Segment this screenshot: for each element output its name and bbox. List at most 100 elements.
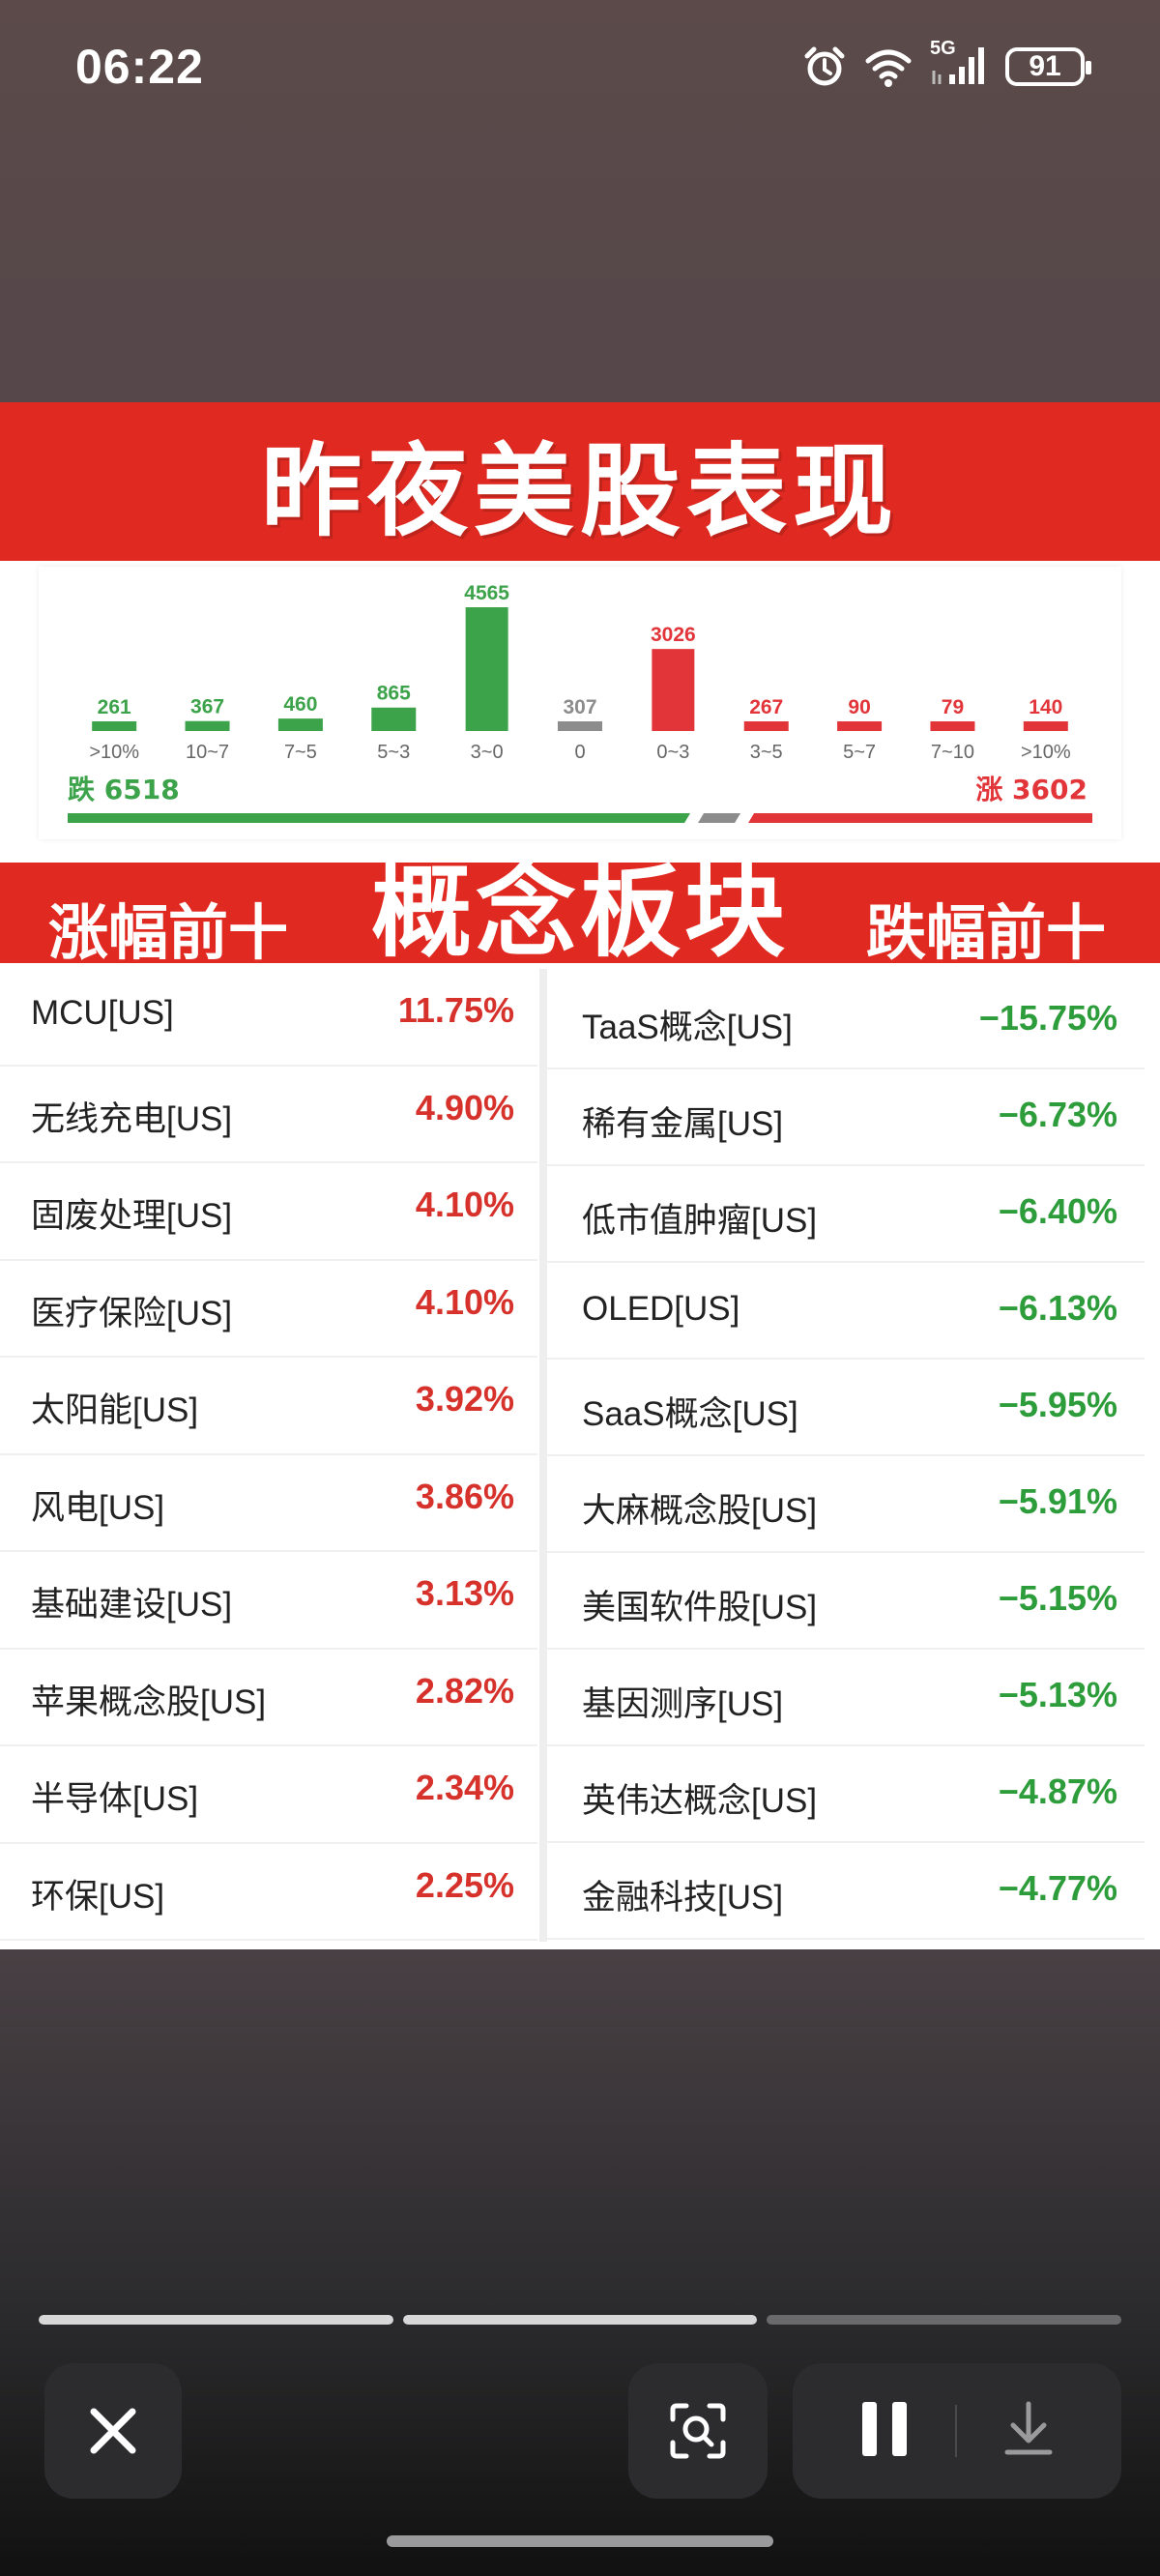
losers-heading: 跌幅前十 — [865, 900, 1106, 967]
bar-category-label: 3~5 — [750, 742, 783, 763]
download-icon — [1004, 2401, 1053, 2454]
sector-name: OLED[US] — [582, 1290, 740, 1328]
home-indicator[interactable] — [387, 2535, 773, 2547]
sector-change: −5.15% — [998, 1578, 1117, 1618]
table-row: 半导体[US] 2.34% — [0, 1746, 537, 1844]
bar — [371, 707, 417, 731]
image-search-button[interactable] — [628, 2363, 768, 2499]
up-ratio-bar — [748, 813, 1092, 823]
bar — [1023, 721, 1068, 731]
table-row: 环保[US] 2.25% — [0, 1844, 537, 1941]
table-row: 无线充电[US] 4.90% — [0, 1067, 537, 1163]
sector-name: 基础建设[US] — [31, 1586, 233, 1624]
down-ratio-bar — [68, 813, 691, 823]
distribution-chart: 261 >10% 367 10~7 460 7~5 865 5~3 4565 3~0 307 0 302… — [39, 567, 1121, 839]
banner-title: 昨夜美股表现 — [260, 435, 899, 548]
pause-button[interactable] — [858, 2400, 911, 2463]
sector-change: 4.10% — [415, 1185, 514, 1224]
sector-name: TaaS概念[US] — [582, 1009, 793, 1046]
progress-segment — [767, 2315, 1122, 2325]
bar — [92, 721, 137, 731]
status-time: 06:22 — [75, 40, 204, 94]
sector-name: 无线充电[US] — [31, 1099, 233, 1138]
sector-name: 太阳能[US] — [31, 1391, 199, 1429]
article-image: 昨夜美股表现 261 >10% 367 10~7 460 7~5 865 5~3 4565 3~0… — [0, 402, 1160, 1949]
section-band: 概念板块 涨幅前十 跌幅前十 — [0, 857, 1160, 969]
sector-name: 大麻概念股[US] — [582, 1492, 818, 1530]
bar — [930, 721, 975, 731]
up-total: 涨 3602 — [975, 774, 1088, 805]
bar-category-label: 7~10 — [931, 742, 974, 763]
progress-segment — [39, 2315, 393, 2325]
table-row: 英伟达概念[US] −4.87% — [547, 1746, 1145, 1843]
column-divider — [539, 969, 547, 1942]
table-row: MCU[US] 11.75% — [0, 969, 537, 1067]
table-row: 大麻概念股[US] −5.91% — [547, 1456, 1145, 1553]
losers-table: TaaS概念[US] −15.75% 稀有金属[US] −6.73% 低市值肿瘤[US]… — [547, 973, 1145, 1940]
bar-category-label: 7~5 — [284, 742, 317, 763]
table-row: 太阳能[US] 3.92% — [0, 1358, 537, 1455]
sector-name: 基因测序[US] — [582, 1685, 784, 1723]
wifi-icon — [864, 45, 913, 88]
controls-separator — [955, 2405, 957, 2457]
banner: 昨夜美股表现 — [0, 402, 1160, 561]
bar-category-label: 5~3 — [377, 742, 410, 763]
battery-icon: 91 — [1005, 47, 1091, 86]
table-row: 金融科技[US] −4.77% — [547, 1843, 1145, 1940]
progress-fill — [402, 2315, 758, 2325]
bar-category-label: 3~0 — [471, 742, 504, 763]
down-total: 跌 6518 — [68, 774, 180, 805]
bar — [743, 721, 789, 731]
sector-change: 2.34% — [415, 1768, 514, 1807]
bar-category-label: >10% — [1021, 742, 1071, 763]
sector-name: 风电[US] — [31, 1488, 165, 1527]
sector-change: 3.86% — [415, 1476, 514, 1516]
sector-change: 2.25% — [415, 1864, 514, 1905]
bar-value-label: 261 — [98, 696, 131, 718]
bar-value-label: 90 — [848, 696, 870, 718]
sector-change: 4.90% — [415, 1087, 514, 1127]
pause-icon — [862, 2401, 907, 2456]
bar-category-label: 0 — [574, 742, 585, 763]
download-button[interactable] — [1001, 2400, 1056, 2463]
sector-change: −5.91% — [998, 1481, 1117, 1521]
sector-name: 金融科技[US] — [582, 1879, 784, 1917]
table-row: TaaS概念[US] −15.75% — [547, 973, 1145, 1069]
close-button[interactable] — [44, 2363, 182, 2499]
lens-search-icon — [670, 2403, 726, 2459]
bar — [277, 718, 323, 731]
playback-controls — [793, 2363, 1121, 2499]
bar — [558, 721, 602, 731]
bar-value-label: 307 — [563, 696, 596, 718]
close-icon — [90, 2408, 136, 2454]
bar — [465, 607, 508, 731]
alarm-icon — [802, 44, 847, 89]
bar-value-label: 865 — [377, 683, 411, 705]
bar-value-label: 367 — [190, 696, 224, 718]
battery-level: 91 — [1029, 50, 1061, 82]
bar — [837, 721, 883, 731]
sector-name: 英伟达概念[US] — [582, 1782, 818, 1820]
gainers-heading: 涨幅前十 — [48, 900, 289, 967]
table-row: SaaS概念[US] −5.95% — [547, 1360, 1145, 1456]
table-row: 医疗保险[US] 4.10% — [0, 1261, 537, 1358]
table-row: 美国软件股[US] −5.15% — [547, 1553, 1145, 1650]
bar-value-label: 267 — [749, 696, 783, 718]
sector-name: 固废处理[US] — [31, 1197, 233, 1235]
bar — [652, 649, 695, 731]
story-progress — [39, 2315, 1122, 2325]
sector-change: 3.13% — [415, 1573, 514, 1613]
distribution-chart-svg: 261 >10% 367 10~7 460 7~5 865 5~3 4565 3~0 307 0 302… — [68, 582, 1092, 823]
sector-change: −6.73% — [998, 1095, 1117, 1134]
sector-change: −4.87% — [998, 1771, 1117, 1811]
sector-name: 半导体[US] — [31, 1780, 199, 1818]
table-row: 苹果概念股[US] 2.82% — [0, 1650, 537, 1746]
progress-fill — [39, 2315, 393, 2325]
section-title: 概念板块 — [370, 857, 789, 969]
sector-change: 4.10% — [415, 1281, 514, 1322]
sector-change: −4.77% — [998, 1868, 1117, 1908]
bar-value-label: 4565 — [464, 582, 509, 604]
bar-category-label: 5~7 — [843, 742, 876, 763]
signal-icon: 5G — [930, 38, 988, 88]
gainers-table: MCU[US] 11.75% 无线充电[US] 4.90% 固废处理[US] 4.10% 医… — [0, 969, 537, 1942]
